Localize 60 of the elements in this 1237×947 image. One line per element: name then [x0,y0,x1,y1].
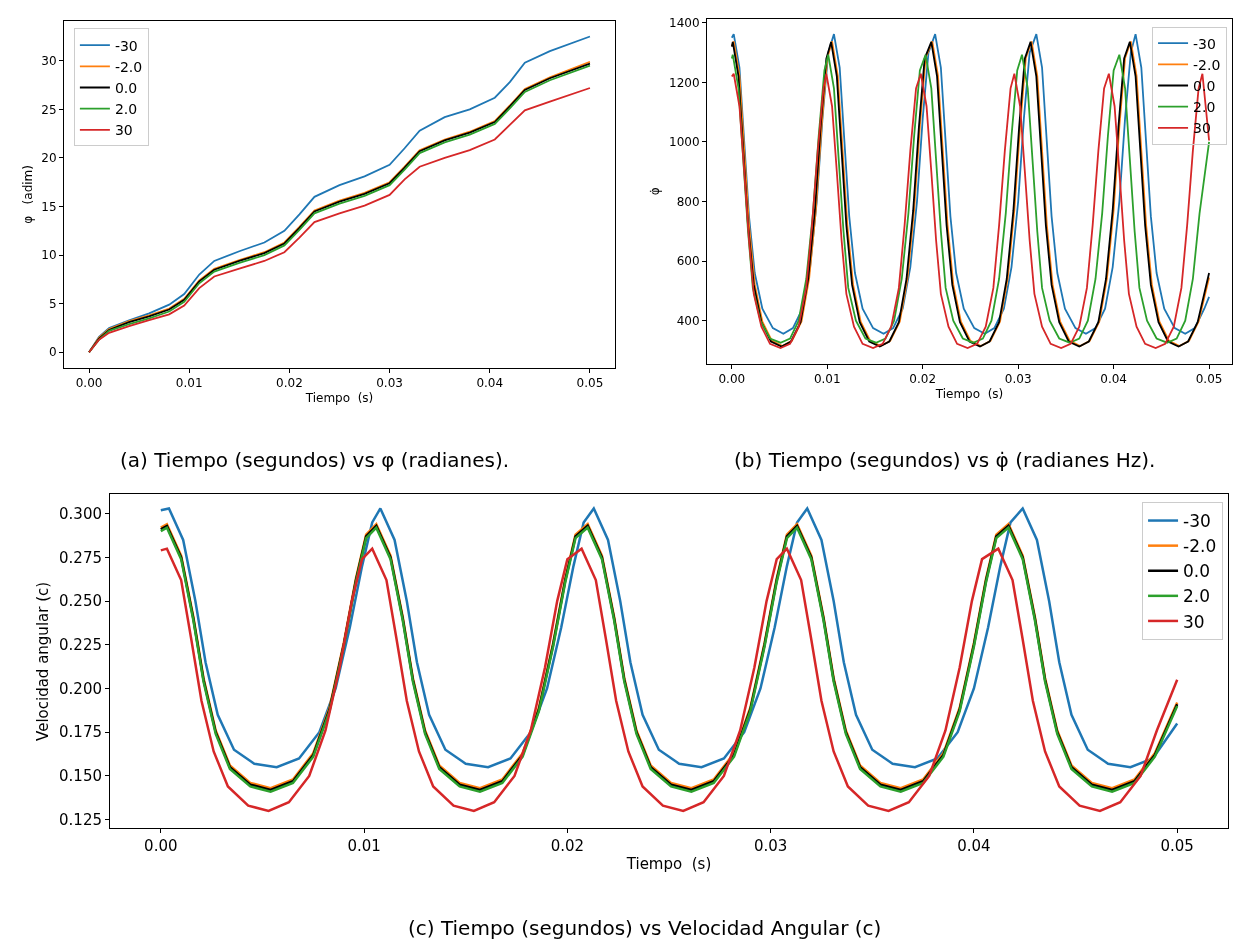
y-tick-label: 1200 [669,75,700,90]
y-tick-label: 1000 [669,135,700,150]
x-tick-label: 0.01 [347,837,381,856]
legend-label: -2.0 [114,58,143,75]
legend-label: -30 [114,37,138,54]
y-tick-label: 30 [41,53,57,68]
y-tick-label: 0.175 [59,723,102,742]
x-tick-label: 0.04 [957,837,991,856]
x-tick-label: 0.03 [753,837,788,856]
y-tick-label: 600 [676,254,700,269]
y-tick-label: 0 [48,345,57,360]
x-tick-label: 0.04 [1100,372,1127,387]
y-tick-label: 0.200 [59,679,102,698]
y-tick-label: 0.300 [59,504,102,523]
x-tick-label: 0.02 [550,837,585,856]
x-axis-title: Tiempo (s) [304,391,374,406]
x-tick-label: 0.05 [576,376,604,391]
text: (c) Tiempo (segundos) vs Velocidad Angular (c) [408,916,882,940]
text: (a) Tiempo (segundos) vs φ (radianes). [120,448,510,472]
x-tick-label: 0.01 [813,372,841,387]
legend-label: -30 [1193,35,1216,52]
y-tick-label: 10 [41,248,57,263]
legend-label: 2.0 [114,101,138,118]
legend-label: 0.0 [1183,561,1211,582]
x-tick-label: 0.03 [376,376,403,391]
y-tick-label: 0.125 [59,810,102,829]
y-axis-title: φ̇ [648,187,663,196]
y-tick-label: 15 [41,199,57,214]
text: (b) Tiempo (segundos) vs φ̇ (radianes Hz). [734,448,1156,472]
legend-label: -2.0 [1183,536,1217,557]
legend-label: 30 [1183,611,1205,632]
y-tick-label: 1400 [669,16,700,31]
x-tick-label: 0.01 [175,376,203,391]
legend-label: 30 [114,122,133,139]
x-tick-label: 0.02 [276,376,303,391]
x-tick-label: 0.00 [718,372,746,387]
x-tick-label: 0.03 [1004,372,1032,387]
x-tick-label: 0.05 [1160,837,1194,856]
legend-label: -30 [1183,511,1211,532]
legend-label: 2.0 [1183,586,1211,607]
x-tick-label: 0.00 [144,837,178,856]
y-tick-label: 0.250 [59,592,102,611]
y-tick-label: 400 [676,313,700,328]
x-axis-title: Tiempo (s) [625,855,712,874]
x-axis-title: Tiempo (s) [934,387,1004,402]
y-axis-title: φ (adim) [20,165,35,224]
legend-label: -2.0 [1193,56,1221,73]
x-tick-label: 0.00 [75,376,103,391]
y-tick-label: 0.150 [59,767,102,786]
y-tick-label: 0.225 [59,636,102,655]
x-tick-label: 0.02 [909,372,937,387]
x-tick-label: 0.04 [476,376,504,391]
y-tick-label: 0.275 [59,548,102,567]
y-tick-label: 20 [41,151,57,166]
y-tick-label: 800 [676,194,700,209]
x-tick-label: 0.05 [1195,372,1223,387]
y-tick-label: 25 [41,102,57,117]
y-tick-label: 5 [48,296,57,311]
legend-label: 0.0 [114,79,138,96]
y-axis-title: Velocidad angular (c) [34,581,53,741]
